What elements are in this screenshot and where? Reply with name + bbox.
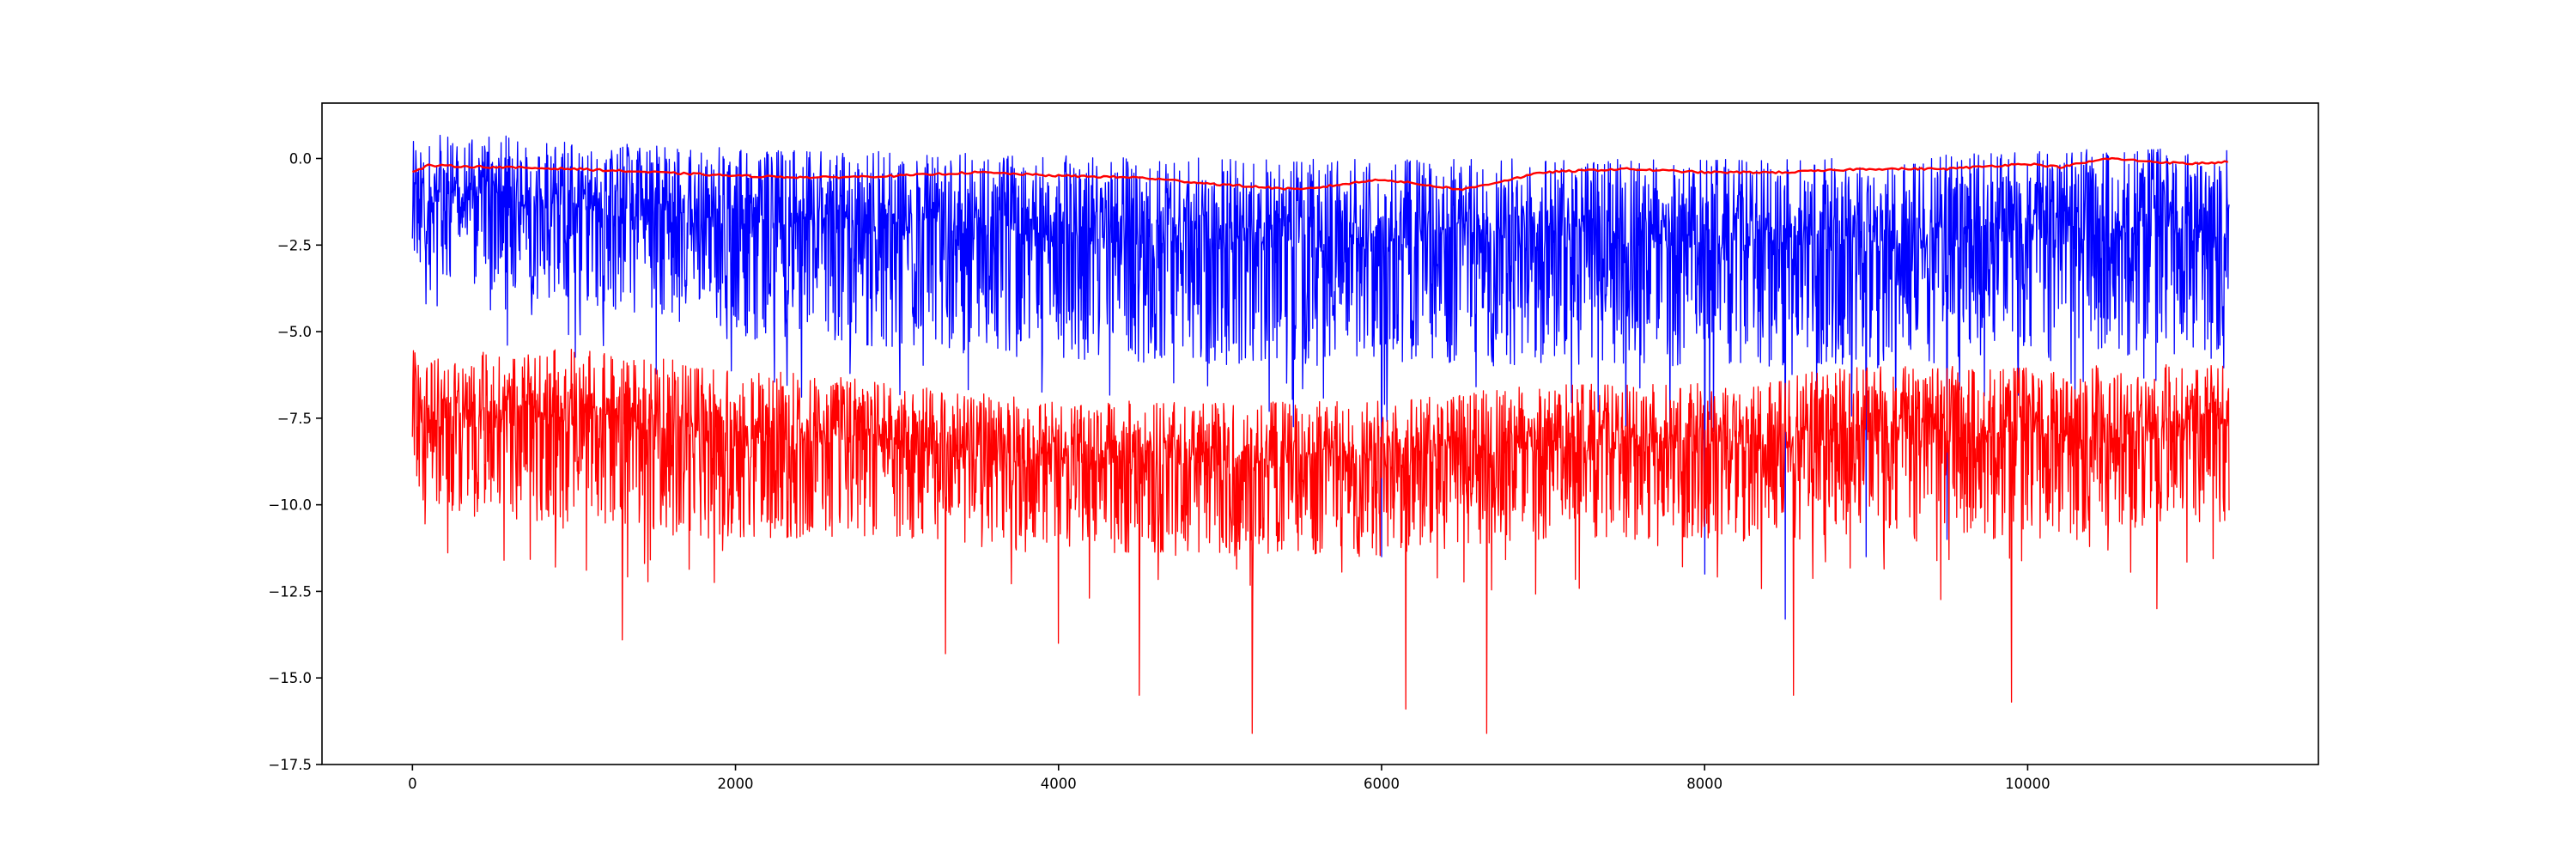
y-tick-label: −12.5	[268, 583, 312, 600]
series-line	[411, 349, 2230, 734]
series-line	[411, 134, 2230, 620]
y-tick-label: −7.5	[277, 411, 312, 427]
y-tick-label: −10.0	[268, 497, 312, 514]
x-tick-label: 6000	[1364, 776, 1400, 792]
x-tick-label: 4000	[1041, 776, 1077, 792]
y-tick-label: 0.0	[289, 151, 312, 168]
y-tick-label: −15.0	[268, 670, 312, 686]
y-axis: 0.0 −2.5 −5.0 −7.5 −10.0 −12.5 −15.0 −17.5	[268, 151, 322, 773]
x-tick-label: 2000	[718, 776, 754, 792]
series-layer	[411, 134, 2230, 734]
x-tick-label: 8000	[1686, 776, 1722, 792]
y-tick-label: −17.5	[268, 757, 312, 773]
y-tick-label: −2.5	[277, 237, 312, 253]
x-tick-label: 0	[408, 776, 417, 792]
series-line	[412, 156, 2229, 192]
x-tick-label: 10000	[2005, 776, 2050, 792]
x-axis: 0 2000 4000 6000 8000 10000	[408, 765, 2050, 792]
plot-frame	[321, 102, 2319, 765]
y-tick-label: −5.0	[277, 324, 312, 340]
